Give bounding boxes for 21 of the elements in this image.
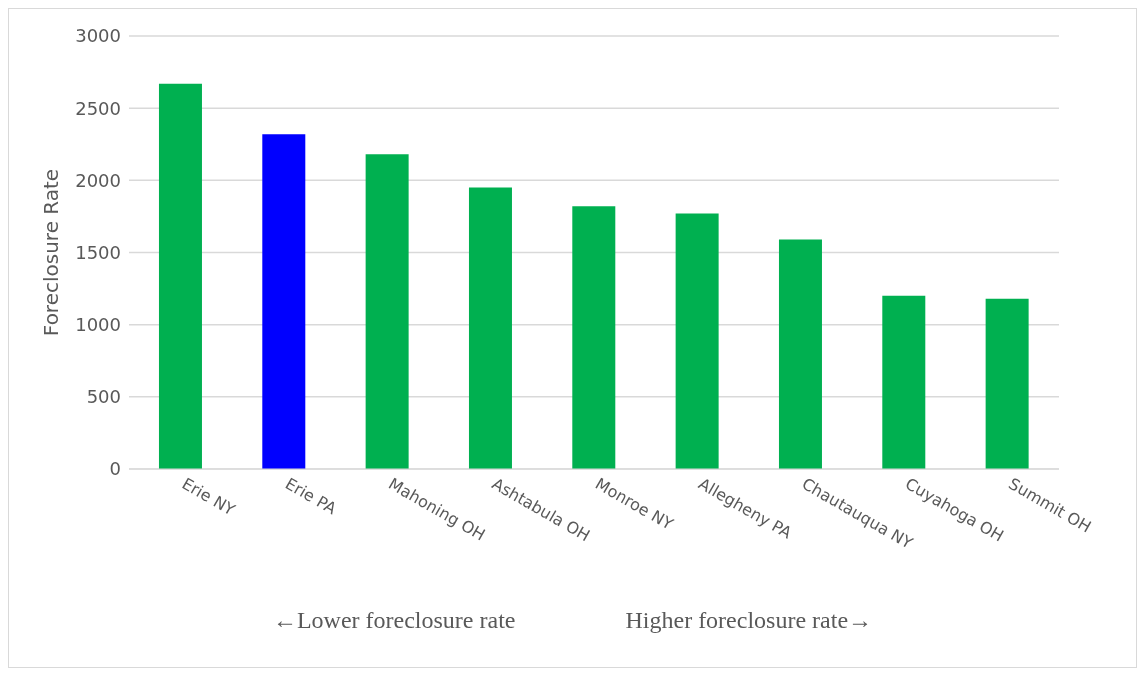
y-axis-title: Foreclosure Rate bbox=[39, 168, 64, 337]
text: Higher foreclosure rate→ bbox=[625, 607, 873, 634]
y-tick-label: 1500 bbox=[75, 241, 121, 263]
y-tick-label: 3000 bbox=[75, 25, 121, 47]
y-tick-label: 500 bbox=[86, 386, 121, 408]
bar bbox=[882, 295, 926, 469]
y-tick-label: 2500 bbox=[75, 97, 121, 119]
y-tick-label: 2000 bbox=[75, 169, 121, 191]
bar bbox=[675, 213, 719, 469]
bar bbox=[468, 187, 512, 469]
text: ←Lower foreclosure rate bbox=[272, 607, 516, 634]
bar bbox=[158, 83, 202, 469]
x-tick-label: Erie PA bbox=[282, 474, 340, 519]
bar bbox=[778, 239, 822, 469]
y-tick-label: 0 bbox=[109, 458, 121, 480]
bar bbox=[985, 298, 1029, 469]
y-tick-label: 1000 bbox=[75, 314, 121, 336]
x-tick-label: Erie NY bbox=[178, 474, 239, 520]
bar bbox=[365, 154, 409, 469]
bar bbox=[262, 134, 306, 469]
bar bbox=[572, 206, 616, 469]
